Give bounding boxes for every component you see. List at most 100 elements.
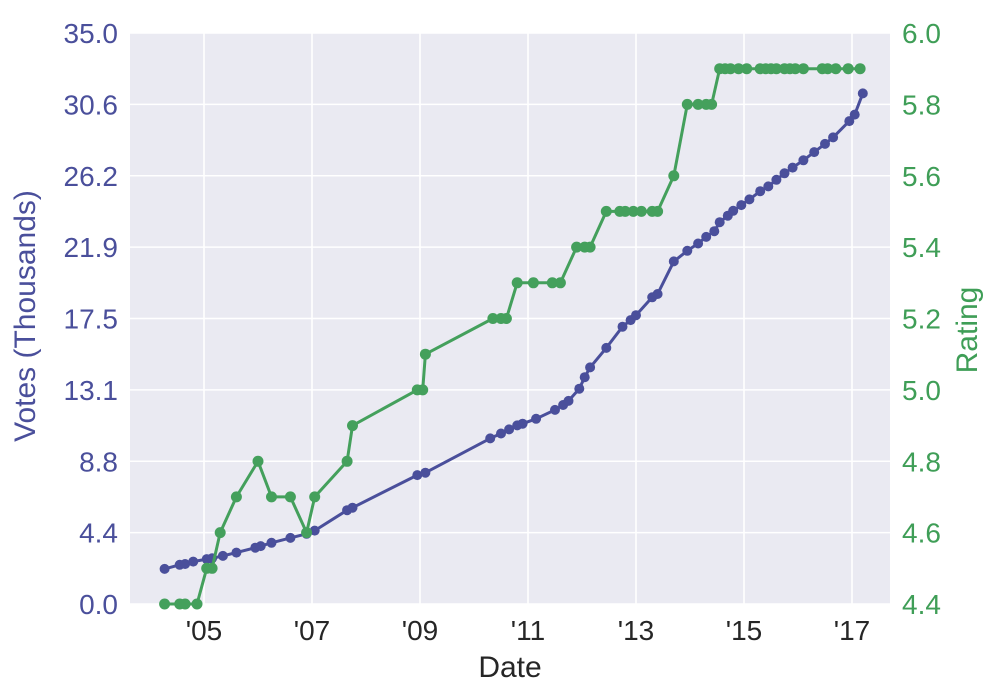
rating-marker — [725, 63, 736, 75]
rating-marker — [159, 598, 171, 610]
votes_thousands-marker — [504, 424, 515, 435]
right-tick-label: 5.0 — [902, 375, 941, 406]
votes_thousands-marker — [579, 372, 590, 383]
votes_thousands-marker — [601, 342, 612, 353]
votes_thousands-marker — [779, 168, 790, 179]
votes_thousands-marker — [763, 181, 774, 192]
rating-marker — [706, 98, 718, 110]
right-tick-label: 5.6 — [902, 161, 941, 192]
right-tick-label: 6.0 — [902, 18, 941, 49]
votes_thousands-marker — [631, 310, 641, 321]
rating-marker — [511, 277, 523, 289]
votes_thousands-line — [164, 92, 865, 571]
rating-marker — [191, 598, 203, 610]
votes_thousands-marker — [347, 502, 358, 513]
votes_thousands-marker — [820, 138, 830, 149]
votes_thousands-marker — [585, 362, 596, 373]
rating-marker — [179, 598, 191, 610]
left-tick-label: 0.0 — [79, 589, 118, 620]
votes_thousands-marker — [828, 132, 839, 143]
rating-marker — [692, 98, 704, 110]
rating-marker — [301, 527, 313, 539]
votes_thousands-marker — [266, 537, 277, 548]
votes_thousands-marker — [744, 194, 755, 205]
votes_thousands-marker — [755, 186, 766, 197]
x-tick-label: '07 — [294, 615, 331, 646]
rating-marker — [822, 63, 834, 75]
votes_thousands-marker — [668, 256, 679, 267]
rating-marker — [830, 63, 842, 75]
x-tick-label: '13 — [618, 615, 655, 646]
rating-marker — [500, 313, 512, 324]
left-tick-label: 21.9 — [64, 232, 119, 263]
votes_thousands-marker — [231, 547, 242, 558]
rating-marker — [842, 63, 854, 75]
left-tick-label: 4.4 — [79, 518, 118, 549]
rating-marker — [527, 277, 539, 289]
left-tick-label: 30.6 — [64, 89, 119, 120]
left-tick-label: 17.5 — [64, 304, 119, 335]
x-tick-label: '09 — [402, 615, 439, 646]
rating-marker — [554, 277, 566, 289]
rating-marker — [214, 527, 226, 539]
rating-marker — [546, 277, 558, 289]
right-tick-label: 4.8 — [902, 446, 941, 477]
rating-marker — [230, 491, 242, 503]
votes_thousands-marker — [412, 470, 423, 481]
votes_thousands-marker — [771, 174, 782, 185]
rating-marker — [487, 313, 499, 324]
right-tick-label: 5.4 — [902, 232, 941, 263]
votes_thousands-marker — [217, 550, 228, 561]
rating-marker — [347, 420, 358, 432]
votes_thousands-marker — [517, 418, 528, 429]
rating-marker — [652, 205, 664, 217]
votes_thousands-marker — [849, 109, 860, 120]
rating-marker — [619, 205, 631, 217]
votes_thousands-marker — [563, 395, 574, 406]
left-tick-label: 8.8 — [79, 446, 118, 477]
rating-marker — [419, 348, 431, 360]
votes_thousands-marker — [420, 467, 431, 478]
x-tick-label: '05 — [186, 615, 223, 646]
votes_thousands-marker — [728, 205, 739, 216]
votes_thousands-marker — [736, 200, 747, 211]
rating-marker — [797, 63, 809, 75]
votes_thousands-marker — [809, 147, 820, 158]
rating-marker — [584, 241, 596, 253]
votes_thousands-marker — [255, 541, 266, 552]
votes_thousands-marker — [709, 226, 720, 237]
rating-marker — [206, 562, 218, 574]
rating-marker — [571, 241, 583, 253]
left-tick-label: 26.2 — [64, 161, 119, 192]
votes_thousands-marker — [550, 404, 560, 415]
votes_thousands-marker — [857, 88, 868, 99]
right-tick-label: 5.2 — [902, 304, 941, 335]
left-tick-label: 35.0 — [64, 18, 119, 49]
y-axis-label-left: Votes (Thousands) — [9, 190, 42, 442]
rating-marker — [341, 455, 353, 467]
votes_thousands-marker — [485, 433, 496, 444]
votes_thousands-marker — [574, 383, 585, 394]
right-tick-label: 5.8 — [902, 89, 941, 120]
rating-marker — [681, 98, 693, 110]
votes_thousands-marker — [787, 162, 798, 173]
votes_thousands-marker — [617, 321, 628, 332]
x-axis-label: Date — [478, 651, 542, 684]
y-axis-label-right: Rating — [951, 286, 984, 374]
rating-marker — [627, 205, 639, 217]
votes_thousands-marker — [693, 238, 704, 249]
rating-marker — [635, 205, 647, 217]
votes_thousands-marker — [309, 525, 320, 536]
votes_thousands-marker — [798, 155, 809, 166]
votes_thousands-marker — [652, 289, 663, 299]
rating-marker — [252, 455, 264, 467]
votes_thousands-marker — [188, 556, 199, 567]
rating-marker — [309, 491, 321, 503]
x-tick-label: '11 — [511, 615, 545, 646]
rating-marker — [668, 170, 680, 182]
x-tick-label: '15 — [726, 615, 763, 646]
rating-marker — [266, 491, 277, 503]
votes_thousands-marker — [180, 559, 191, 569]
votes_thousands-marker — [159, 563, 170, 574]
